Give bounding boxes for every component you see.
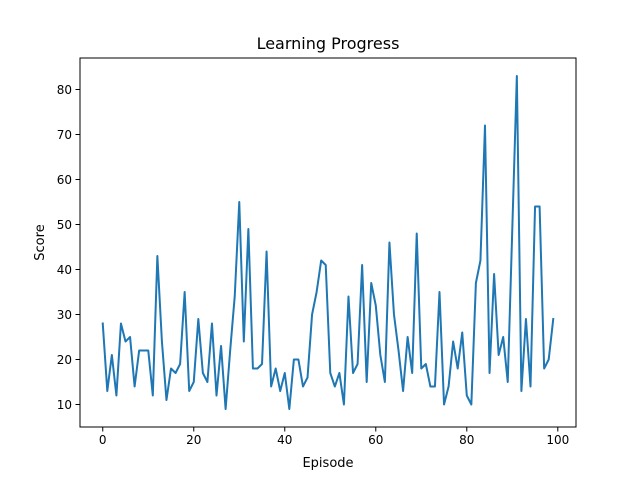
y-tick-label: 50 (57, 218, 72, 232)
y-tick-label: 30 (57, 308, 72, 322)
y-axis-label: Score (33, 224, 48, 260)
y-tick-label: 40 (57, 263, 72, 277)
y-tick-label: 80 (57, 83, 72, 97)
ticks-layer: 0 20 40 60 80 100 10 20 30 40 50 60 70 80 (57, 83, 570, 447)
x-axis-label: Episode (302, 456, 353, 471)
data-layer (101, 75, 555, 410)
x-tick-label: 60 (368, 433, 383, 447)
chart-title: Learning Progress (257, 34, 400, 53)
plot-frame (79, 57, 577, 428)
y-tick-label: 10 (57, 398, 72, 412)
series-line (101, 75, 555, 410)
y-tick-label: 70 (57, 128, 72, 142)
x-tick-label: 0 (99, 433, 107, 447)
x-tick-label: 100 (546, 433, 569, 447)
y-tick-label: 60 (57, 173, 72, 187)
y-tick-label: 20 (57, 353, 72, 367)
x-tick-label: 80 (459, 433, 474, 447)
x-tick-label: 40 (277, 433, 292, 447)
x-tick-label: 20 (186, 433, 201, 447)
